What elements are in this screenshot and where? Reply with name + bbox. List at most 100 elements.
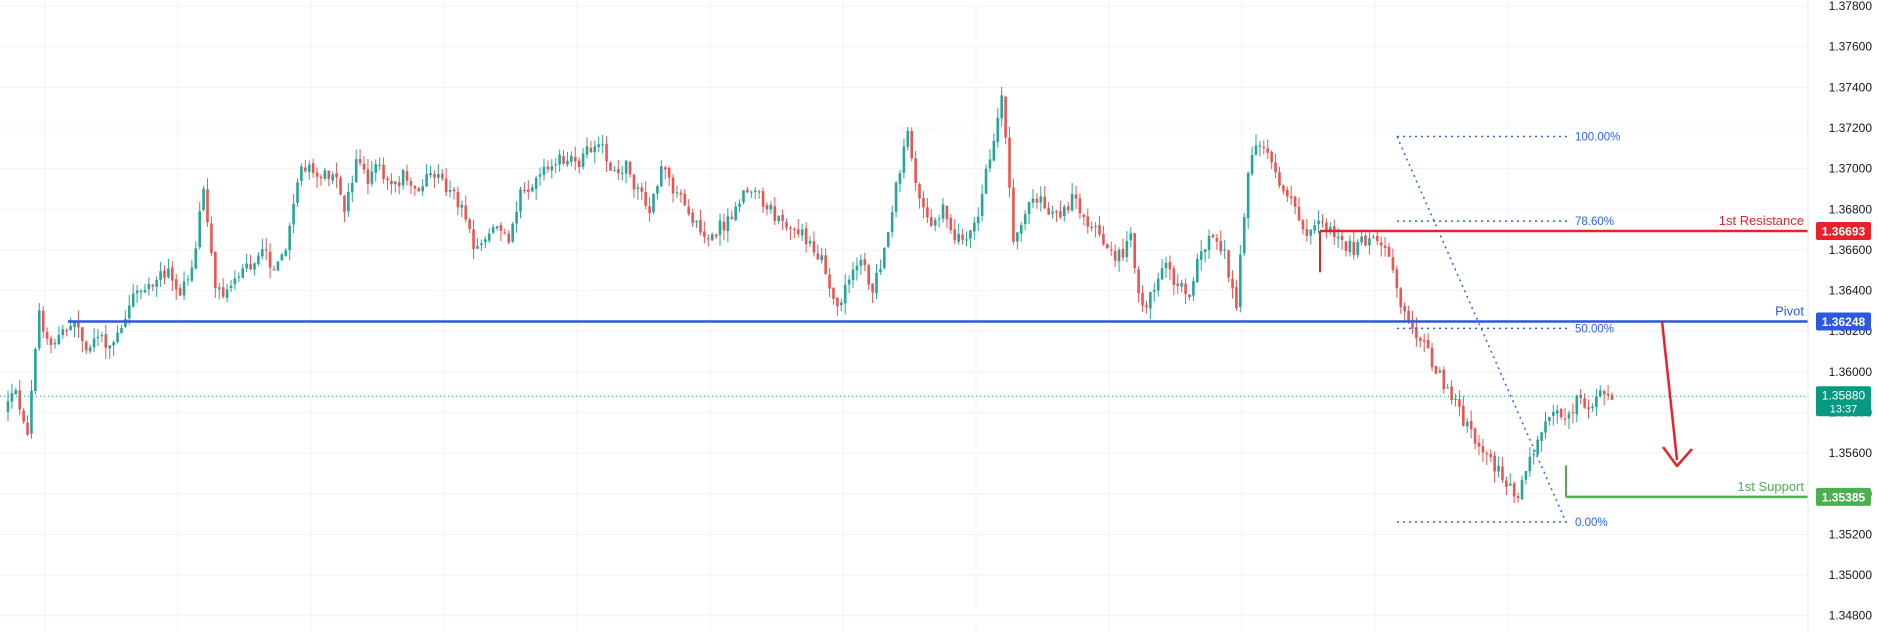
candle-up [186, 275, 190, 286]
candle-up [855, 257, 859, 281]
candle-down [1419, 336, 1422, 348]
candle-up [14, 387, 18, 395]
candle-down [836, 297, 839, 316]
candle-down [104, 324, 108, 359]
candle-up [6, 390, 10, 422]
candle-up [1125, 231, 1129, 263]
candle-up [534, 175, 538, 200]
candle-down [1047, 202, 1050, 216]
candle-down [49, 335, 53, 354]
candle-up [147, 277, 151, 296]
candle-down [781, 209, 784, 230]
candle-up [1372, 234, 1375, 239]
candle-up [425, 164, 428, 187]
candle-down [1211, 233, 1215, 239]
candle-down [699, 209, 702, 236]
candle-up [883, 247, 886, 270]
candle-up [538, 167, 542, 186]
candle-down [667, 166, 671, 187]
candle-up [1027, 201, 1031, 225]
candle-down [796, 218, 800, 238]
candle-up [530, 184, 534, 193]
candle-down [417, 186, 421, 192]
candle-up [480, 239, 483, 252]
candle-up [217, 282, 221, 300]
candle-down [910, 127, 914, 162]
candle-down [397, 175, 401, 195]
candle-up [1356, 238, 1360, 259]
candle-down [605, 136, 608, 173]
price-axis[interactable]: 1.348001.350001.352001.354001.356001.358… [1807, 0, 1873, 632]
candle-down [1289, 185, 1293, 205]
candle-down [1004, 95, 1007, 145]
candle-down [804, 222, 808, 253]
candle-up [1528, 447, 1532, 478]
candle-up [307, 160, 311, 180]
candle-down [1340, 230, 1344, 250]
candle-up [155, 276, 158, 297]
candle-down [914, 151, 917, 191]
candle-down [1145, 300, 1148, 314]
candle-down [382, 157, 385, 184]
candle-down [386, 176, 389, 191]
candle-up [350, 175, 354, 203]
candle-up [491, 223, 495, 234]
candle-up [1023, 210, 1027, 231]
candle-up [30, 380, 33, 439]
fib-trend-line[interactable] [1396, 136, 1567, 523]
candle-up [1567, 410, 1571, 430]
candle-up [585, 137, 589, 159]
fib-label: 78.60% [1575, 216, 1614, 228]
candle-down [1454, 393, 1457, 407]
y-tick-label: 1.35000 [1829, 568, 1873, 582]
candle-up [202, 185, 205, 212]
y-tick-label: 1.37200 [1829, 121, 1873, 135]
y-tick-label: 1.37600 [1829, 40, 1873, 54]
candle-up [1207, 229, 1211, 259]
candle-up [108, 345, 112, 359]
candle-up [1019, 222, 1023, 242]
candle-down [1012, 178, 1015, 245]
candle-up [660, 160, 663, 187]
candle-down [327, 170, 331, 187]
candle-down [1008, 126, 1011, 198]
candle-up [296, 178, 299, 207]
candle-up [194, 241, 198, 270]
candle-down [1305, 219, 1309, 242]
candle-down [671, 174, 675, 203]
candle-up [847, 275, 851, 294]
candle-up [593, 140, 597, 164]
candle-up [839, 298, 843, 312]
candle-up [257, 252, 260, 267]
candle-up [1258, 141, 1262, 157]
candle-down [1278, 166, 1281, 189]
candle-down [1430, 342, 1434, 372]
candle-up [620, 166, 624, 181]
bearish-arrow-icon[interactable] [1660, 320, 1693, 468]
candle-down [929, 209, 933, 227]
candle-down [343, 194, 346, 222]
candle-up [1520, 475, 1524, 500]
candle-down [961, 228, 964, 245]
candle-down [1505, 476, 1508, 495]
candle-up [300, 163, 303, 187]
candle-up [92, 327, 96, 352]
candle-up [996, 108, 1000, 148]
candle-down [1301, 218, 1305, 235]
candle-up [1094, 221, 1097, 238]
candle-down [1469, 410, 1473, 439]
candle-up [69, 317, 72, 331]
candle-up [241, 264, 245, 279]
candle-down [464, 195, 468, 223]
candle-down [1379, 236, 1383, 257]
candle-down [863, 252, 867, 272]
candle-down [468, 217, 471, 234]
candle-up [1552, 404, 1555, 426]
candle-up [34, 347, 37, 395]
candle-down [1325, 218, 1328, 239]
candle-down [765, 202, 769, 216]
candle-up [738, 199, 741, 213]
candle-down [214, 251, 217, 298]
